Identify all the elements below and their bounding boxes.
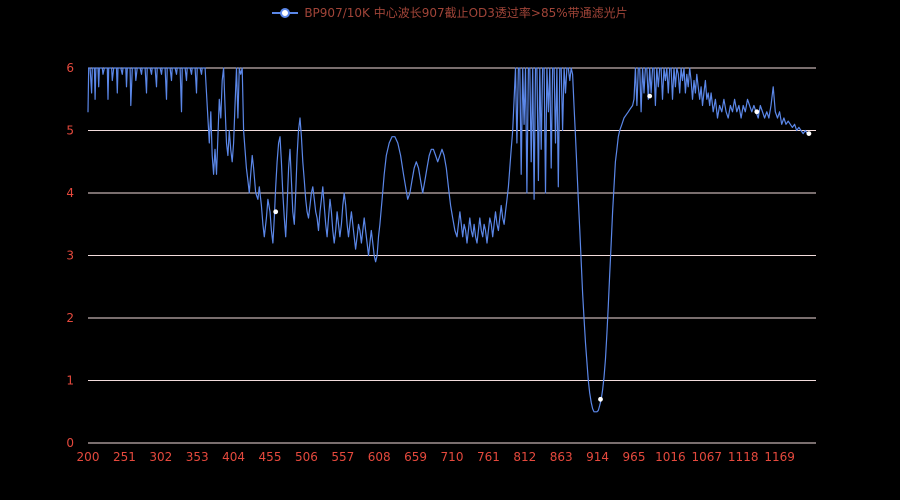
x-tick-label: 455 [259, 450, 282, 464]
x-tick-label: 1169 [764, 450, 795, 464]
x-tick-label: 251 [113, 450, 136, 464]
x-tick-label: 404 [222, 450, 245, 464]
x-tick-label: 659 [404, 450, 427, 464]
x-tick-label: 863 [550, 450, 573, 464]
data-point-marker [273, 209, 279, 215]
y-tick-label: 0 [66, 436, 74, 450]
legend-circle-glyph [280, 8, 291, 18]
x-tick-label: 302 [149, 450, 172, 464]
x-tick-label: 608 [368, 450, 391, 464]
x-tick-label: 761 [477, 450, 500, 464]
data-point-marker [806, 131, 812, 137]
x-tick-label: 1067 [692, 450, 723, 464]
y-tick-label: 5 [66, 124, 74, 138]
legend[interactable]: BP907/10K 中心波长907截止OD3透过率>85%带通滤光片 [0, 6, 900, 20]
y-tick-label: 6 [66, 61, 74, 75]
data-point-marker [647, 93, 653, 99]
data-point-marker [754, 109, 760, 115]
x-tick-label: 506 [295, 450, 318, 464]
legend-label: BP907/10K 中心波长907截止OD3透过率>85%带通滤光片 [304, 6, 628, 20]
x-tick-label: 557 [331, 450, 354, 464]
y-tick-label: 3 [66, 249, 74, 263]
line-series-legend-icon [272, 8, 299, 18]
x-tick-label: 914 [586, 450, 609, 464]
y-tick-label: 1 [66, 374, 74, 388]
x-tick-label: 710 [441, 450, 464, 464]
y-tick-label: 2 [66, 311, 74, 325]
x-tick-label: 965 [623, 450, 646, 464]
x-tick-label: 812 [513, 450, 536, 464]
data-point-marker [598, 396, 603, 402]
y-tick-label: 4 [66, 186, 74, 200]
x-tick-label: 1118 [728, 450, 759, 464]
x-tick-label: 200 [77, 450, 100, 464]
x-tick-label: 1016 [655, 450, 686, 464]
x-tick-label: 353 [186, 450, 209, 464]
series-line [87, 67, 810, 413]
